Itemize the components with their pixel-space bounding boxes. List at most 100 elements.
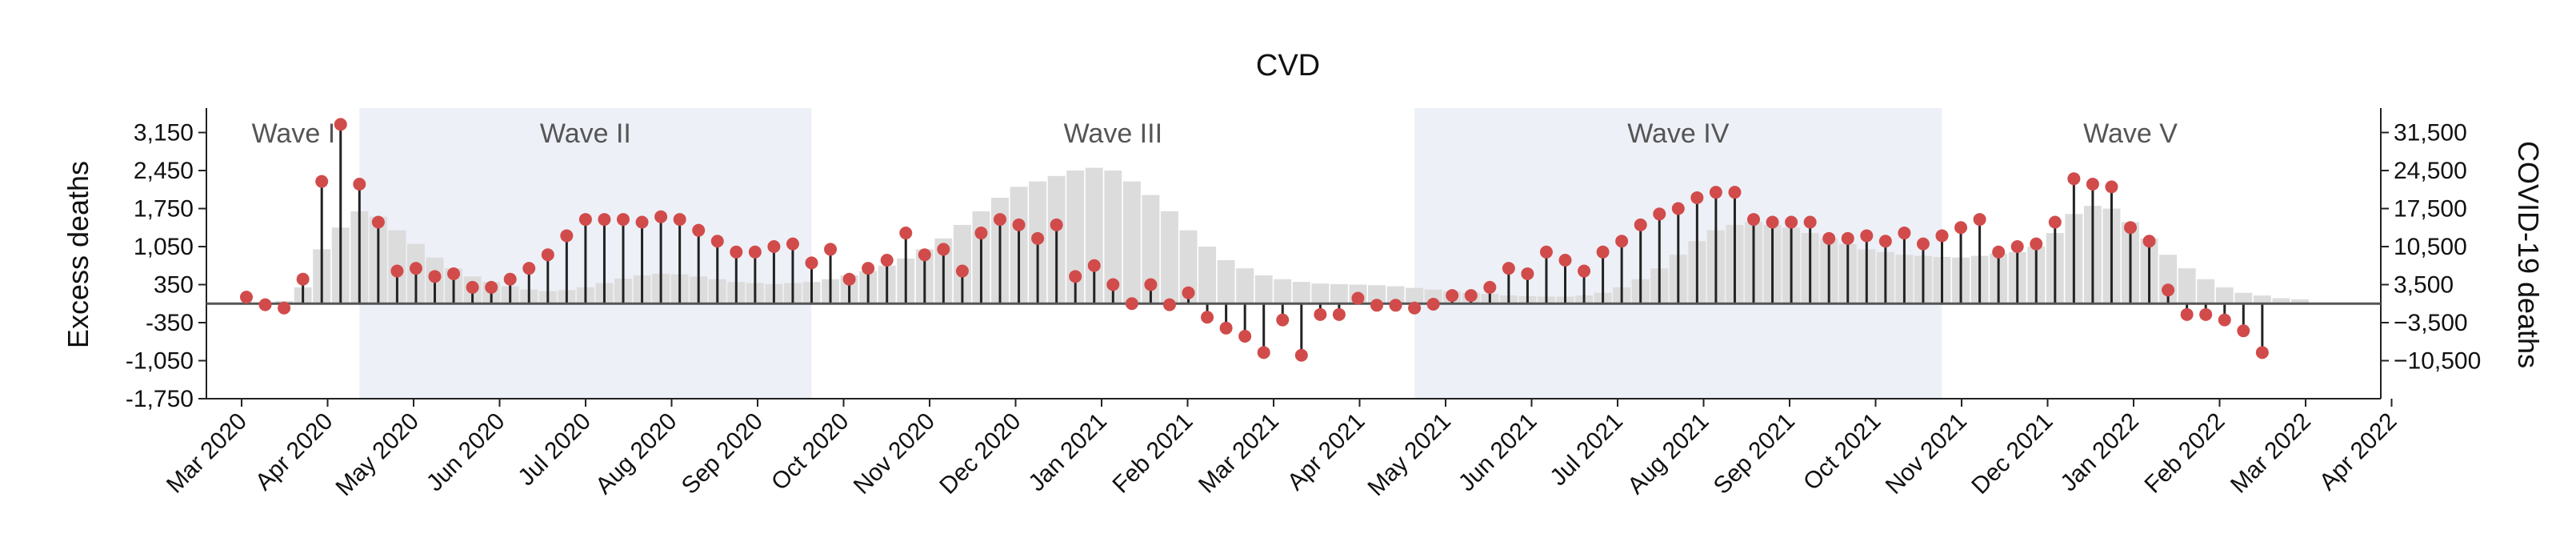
excess-point — [1276, 313, 1290, 327]
excess-point — [635, 215, 649, 229]
excess-point — [1709, 186, 1722, 199]
left-tick-label: 2,450 — [134, 158, 194, 184]
excess-point — [2237, 324, 2250, 338]
excess-point — [1878, 235, 1892, 248]
excess-point — [1031, 231, 1045, 245]
left-tick-label: -1,750 — [126, 386, 194, 412]
excess-point — [710, 235, 724, 248]
left-axis-label: Excess deaths — [62, 161, 94, 348]
x-tick-label: Jan 2022 — [2055, 408, 2144, 497]
excess-point — [428, 270, 442, 283]
excess-point — [692, 223, 706, 237]
excess-point — [2010, 240, 2024, 254]
right-tick-label: 3,500 — [2394, 272, 2454, 299]
wave-label-5: Wave V — [2083, 118, 2178, 149]
right-axis-label: COVID-19 deaths — [2512, 141, 2545, 368]
covid-bar — [2215, 287, 2234, 304]
excess-point — [2180, 307, 2194, 321]
covid-bar — [1311, 283, 1330, 304]
right-tick-label: 24,500 — [2394, 158, 2467, 184]
excess-point — [880, 253, 894, 267]
excess-point — [1446, 289, 1459, 303]
excess-point — [1464, 289, 1478, 303]
excess-point — [1125, 297, 1138, 311]
excess-point — [278, 301, 291, 315]
excess-point — [466, 280, 479, 294]
excess-point — [842, 272, 856, 286]
excess-point — [1408, 301, 1422, 315]
covid-bar — [1292, 282, 1310, 304]
excess-point — [1935, 229, 1949, 243]
excess-point — [240, 291, 253, 304]
excess-point — [1803, 215, 1817, 229]
excess-point — [258, 298, 272, 311]
excess-point — [2124, 221, 2137, 235]
excess-point — [918, 248, 931, 262]
excess-point — [1219, 321, 1233, 335]
excess-point — [748, 245, 762, 259]
excess-point — [1370, 299, 1383, 312]
excess-deaths-points — [240, 118, 2269, 362]
x-tick-label: Dec 2020 — [934, 408, 1026, 500]
excess-point — [899, 227, 913, 240]
x-tick-label: Sep 2021 — [1709, 408, 1800, 500]
covid-bar — [1330, 283, 1348, 304]
excess-point — [1182, 286, 1195, 299]
x-tick-label: Jul 2020 — [513, 408, 596, 492]
left-tick-label: -350 — [146, 310, 194, 336]
excess-point — [390, 264, 404, 278]
x-tick-label: Feb 2021 — [1107, 408, 1198, 499]
excess-point — [296, 272, 310, 286]
excess-point — [578, 213, 592, 227]
excess-point — [503, 272, 517, 286]
excess-point — [617, 213, 630, 227]
excess-point — [955, 264, 969, 278]
excess-point — [2255, 346, 2269, 359]
excess-point — [1332, 307, 1346, 321]
excess-point — [1502, 262, 1515, 275]
excess-point — [1539, 245, 1553, 259]
excess-point — [1201, 311, 1214, 324]
covid-bar — [1198, 247, 1217, 304]
excess-point — [541, 248, 554, 262]
wave-label-4: Wave IV — [1627, 118, 1730, 149]
excess-point — [1238, 329, 1252, 343]
covid-bar — [1104, 171, 1122, 304]
excess-point — [334, 118, 347, 131]
x-tick-label: May 2021 — [1362, 408, 1455, 501]
excess-point — [1615, 235, 1629, 248]
excess-point — [1351, 291, 1365, 305]
excess-point — [1728, 186, 1742, 199]
excess-point — [1954, 221, 1968, 235]
right-tick-label: −3,500 — [2394, 310, 2468, 336]
excess-point — [1257, 346, 1270, 359]
wave-label-3: Wave III — [1064, 118, 1162, 149]
excess-point — [862, 262, 875, 275]
excess-point — [447, 267, 461, 280]
covid-bar — [2234, 292, 2253, 304]
excess-point — [1558, 253, 1572, 267]
excess-point — [824, 243, 838, 256]
excess-point — [1634, 218, 1647, 231]
covid-bar — [2197, 279, 2215, 304]
excess-point — [1596, 245, 1610, 259]
excess-point — [994, 213, 1006, 227]
excess-point — [654, 210, 668, 223]
x-tick-label: Sep 2020 — [677, 408, 768, 500]
excess-point — [1106, 278, 1120, 291]
excess-point — [371, 215, 385, 229]
covid-bar — [2290, 299, 2309, 304]
right-tick-label: 17,500 — [2394, 196, 2467, 223]
excess-point — [1012, 218, 1026, 231]
x-tick-label: Jul 2021 — [1545, 408, 1628, 492]
x-tick-label: Mar 2021 — [1194, 408, 1284, 499]
x-tick-label: Oct 2021 — [1798, 408, 1886, 496]
wave-label-1: Wave I — [252, 118, 336, 149]
excess-point — [1992, 245, 2006, 259]
x-tick-label: Oct 2020 — [766, 408, 854, 496]
right-tick-label: 31,500 — [2394, 120, 2467, 147]
excess-point — [353, 177, 366, 191]
